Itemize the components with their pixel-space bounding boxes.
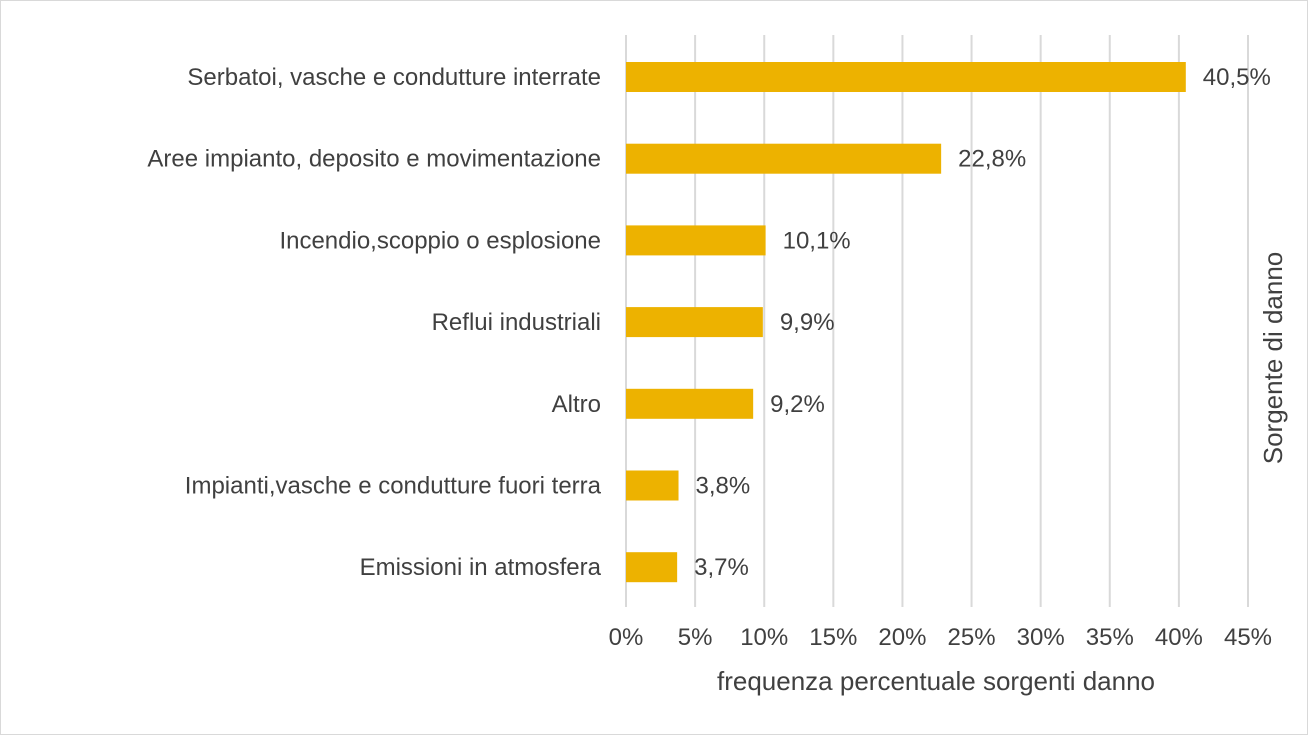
bars [626, 62, 1186, 583]
data-label-0: 40,5% [1203, 64, 1271, 91]
x-tick-label-8: 40% [1155, 624, 1203, 651]
category-label-6: Emissioni in atmosfera [360, 554, 602, 581]
category-labels: Serbatoi, vasche e condutture interrate A… [147, 64, 601, 581]
category-label-0: Serbatoi, vasche e condutture interrate [187, 64, 601, 91]
bar-6 [626, 552, 678, 583]
data-label-5: 3,8% [696, 473, 751, 500]
bar-4 [626, 388, 754, 419]
x-tick-label-7: 35% [1086, 624, 1134, 651]
category-label-5: Impianti,vasche e condutture fuori terra [185, 473, 602, 500]
data-label-3: 9,9% [780, 309, 835, 336]
bar-5 [626, 470, 679, 501]
y-axis-title: Sorgente di danno [1258, 252, 1288, 465]
x-tick-labels: 0% 5% 10% 15% 20% 25% 30% 35% 40% 45% [609, 624, 1272, 651]
bar-0 [626, 62, 1186, 92]
x-tick-label-4: 20% [878, 624, 926, 651]
data-label-1: 22,8% [958, 146, 1026, 173]
data-label-4: 9,2% [770, 391, 825, 418]
bar-3 [626, 307, 763, 338]
category-label-3: Reflui industriali [432, 309, 601, 336]
data-labels: 40,5% 22,8% 10,1% 9,9% 9,2% 3,8% 3,7% [694, 64, 1271, 581]
bar-1 [626, 143, 942, 174]
category-label-1: Aree impianto, deposito e movimentazione [147, 146, 601, 173]
data-label-6: 3,7% [694, 554, 749, 581]
category-label-2: Incendio,scoppio o esplosione [279, 227, 601, 254]
x-tick-label-9: 45% [1224, 624, 1272, 651]
gridlines [625, 35, 1249, 607]
x-tick-label-0: 0% [609, 624, 644, 651]
x-tick-label-2: 10% [740, 624, 788, 651]
x-tick-label-5: 25% [948, 624, 996, 651]
bar-2 [626, 225, 766, 256]
category-label-4: Altro [552, 391, 601, 418]
x-tick-label-1: 5% [678, 624, 713, 651]
x-tick-label-6: 30% [1017, 624, 1065, 651]
data-label-2: 10,1% [783, 227, 851, 254]
x-axis-title: frequenza percentuale sorgenti danno [717, 666, 1155, 696]
x-tick-label-3: 15% [809, 624, 857, 651]
